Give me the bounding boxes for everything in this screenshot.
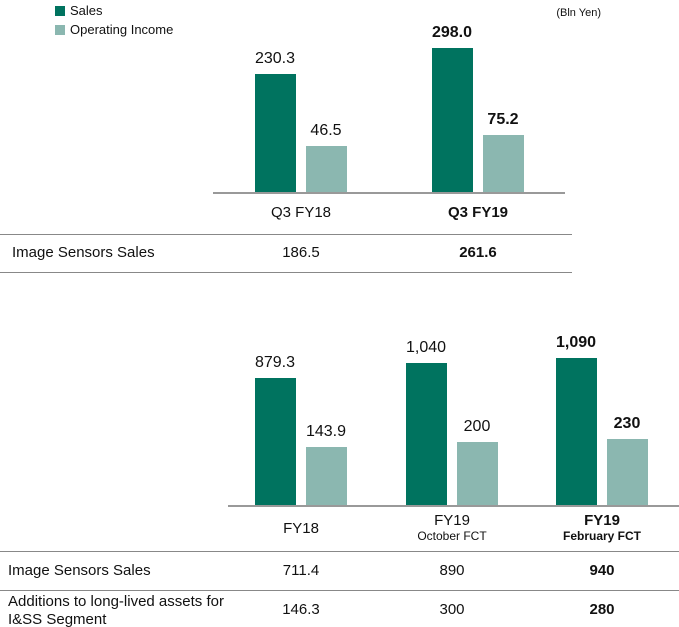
chart2-axis [228,505,679,507]
chart2-category-label: FY18 [221,520,381,537]
chart2-table-cell: 280 [589,601,615,618]
chart2-bar-sales [556,357,597,505]
category-main: Q3 FY18 [270,204,332,221]
chart1-data-label: 298.0 [431,23,473,41]
legend-sales-label: Sales [70,3,103,18]
chart1-table-bottom-line [0,272,572,273]
chart2-data-label: 200 [463,417,491,435]
chart2-bar-sales [406,362,447,505]
chart2-table-cell: 890 [439,562,465,579]
chart2-category-label: FY19 October FCT [372,512,532,543]
category-main: FY18 [283,520,319,537]
chart1-table-cell: 261.6 [459,244,497,261]
chart1-data-label: 75.2 [487,110,519,128]
legend-sales-swatch [55,6,65,16]
category-sub: October FCT [417,529,487,543]
chart2-table-cell: 146.3 [282,601,320,618]
chart1-bar-operating-income [306,145,347,192]
chart2-data-label: 1,040 [405,338,447,356]
chart1-bar-sales [432,47,473,192]
chart1-table-top-line [0,234,572,235]
category-main: FY19 [434,512,470,529]
chart1-bar-sales [255,74,296,192]
chart1-table-cell: 186.5 [282,244,320,261]
chart2-data-label: 1,090 [555,333,597,351]
legend-operating-income-label: Operating Income [70,22,174,37]
chart1-axis [213,192,565,194]
chart2-data-label: 879.3 [254,353,296,371]
chart1-category-label: Q3 FY18 [221,204,381,221]
chart2-table-line-1 [0,551,679,552]
category-main: FY19 [584,512,620,529]
chart2-data-label: 143.9 [305,422,347,440]
chart1-data-label: 46.5 [310,121,342,139]
chart1-category-label: Q3 FY19 [398,204,558,221]
unit-label: (Bln Yen) [556,7,601,19]
chart1-data-label: 230.3 [254,50,296,68]
chart2-bar-operating-income [457,441,498,505]
chart2-table-row-label: Additions to long-lived assets for I&SS … [8,593,224,627]
chart2-data-label: 230 [613,414,641,432]
chart2-table-row-label: Image Sensors Sales [8,562,151,579]
chart2-table-cell: 711.4 [282,562,320,579]
chart2-bar-sales [255,377,296,505]
chart2-category-label: FY19 February FCT [522,512,679,543]
chart1-bar-operating-income [483,134,524,192]
chart2-bar-operating-income [306,446,347,505]
chart1-table-row-label: Image Sensors Sales [12,244,155,261]
chart2-table-line-2 [0,590,679,591]
chart2-bar-operating-income [607,438,648,505]
category-main: Q3 FY19 [447,204,509,221]
chart2-table-cell: 940 [589,562,615,579]
legend-operating-income-swatch [55,25,65,35]
category-sub: February FCT [562,529,641,543]
chart2-table-cell: 300 [439,601,465,618]
